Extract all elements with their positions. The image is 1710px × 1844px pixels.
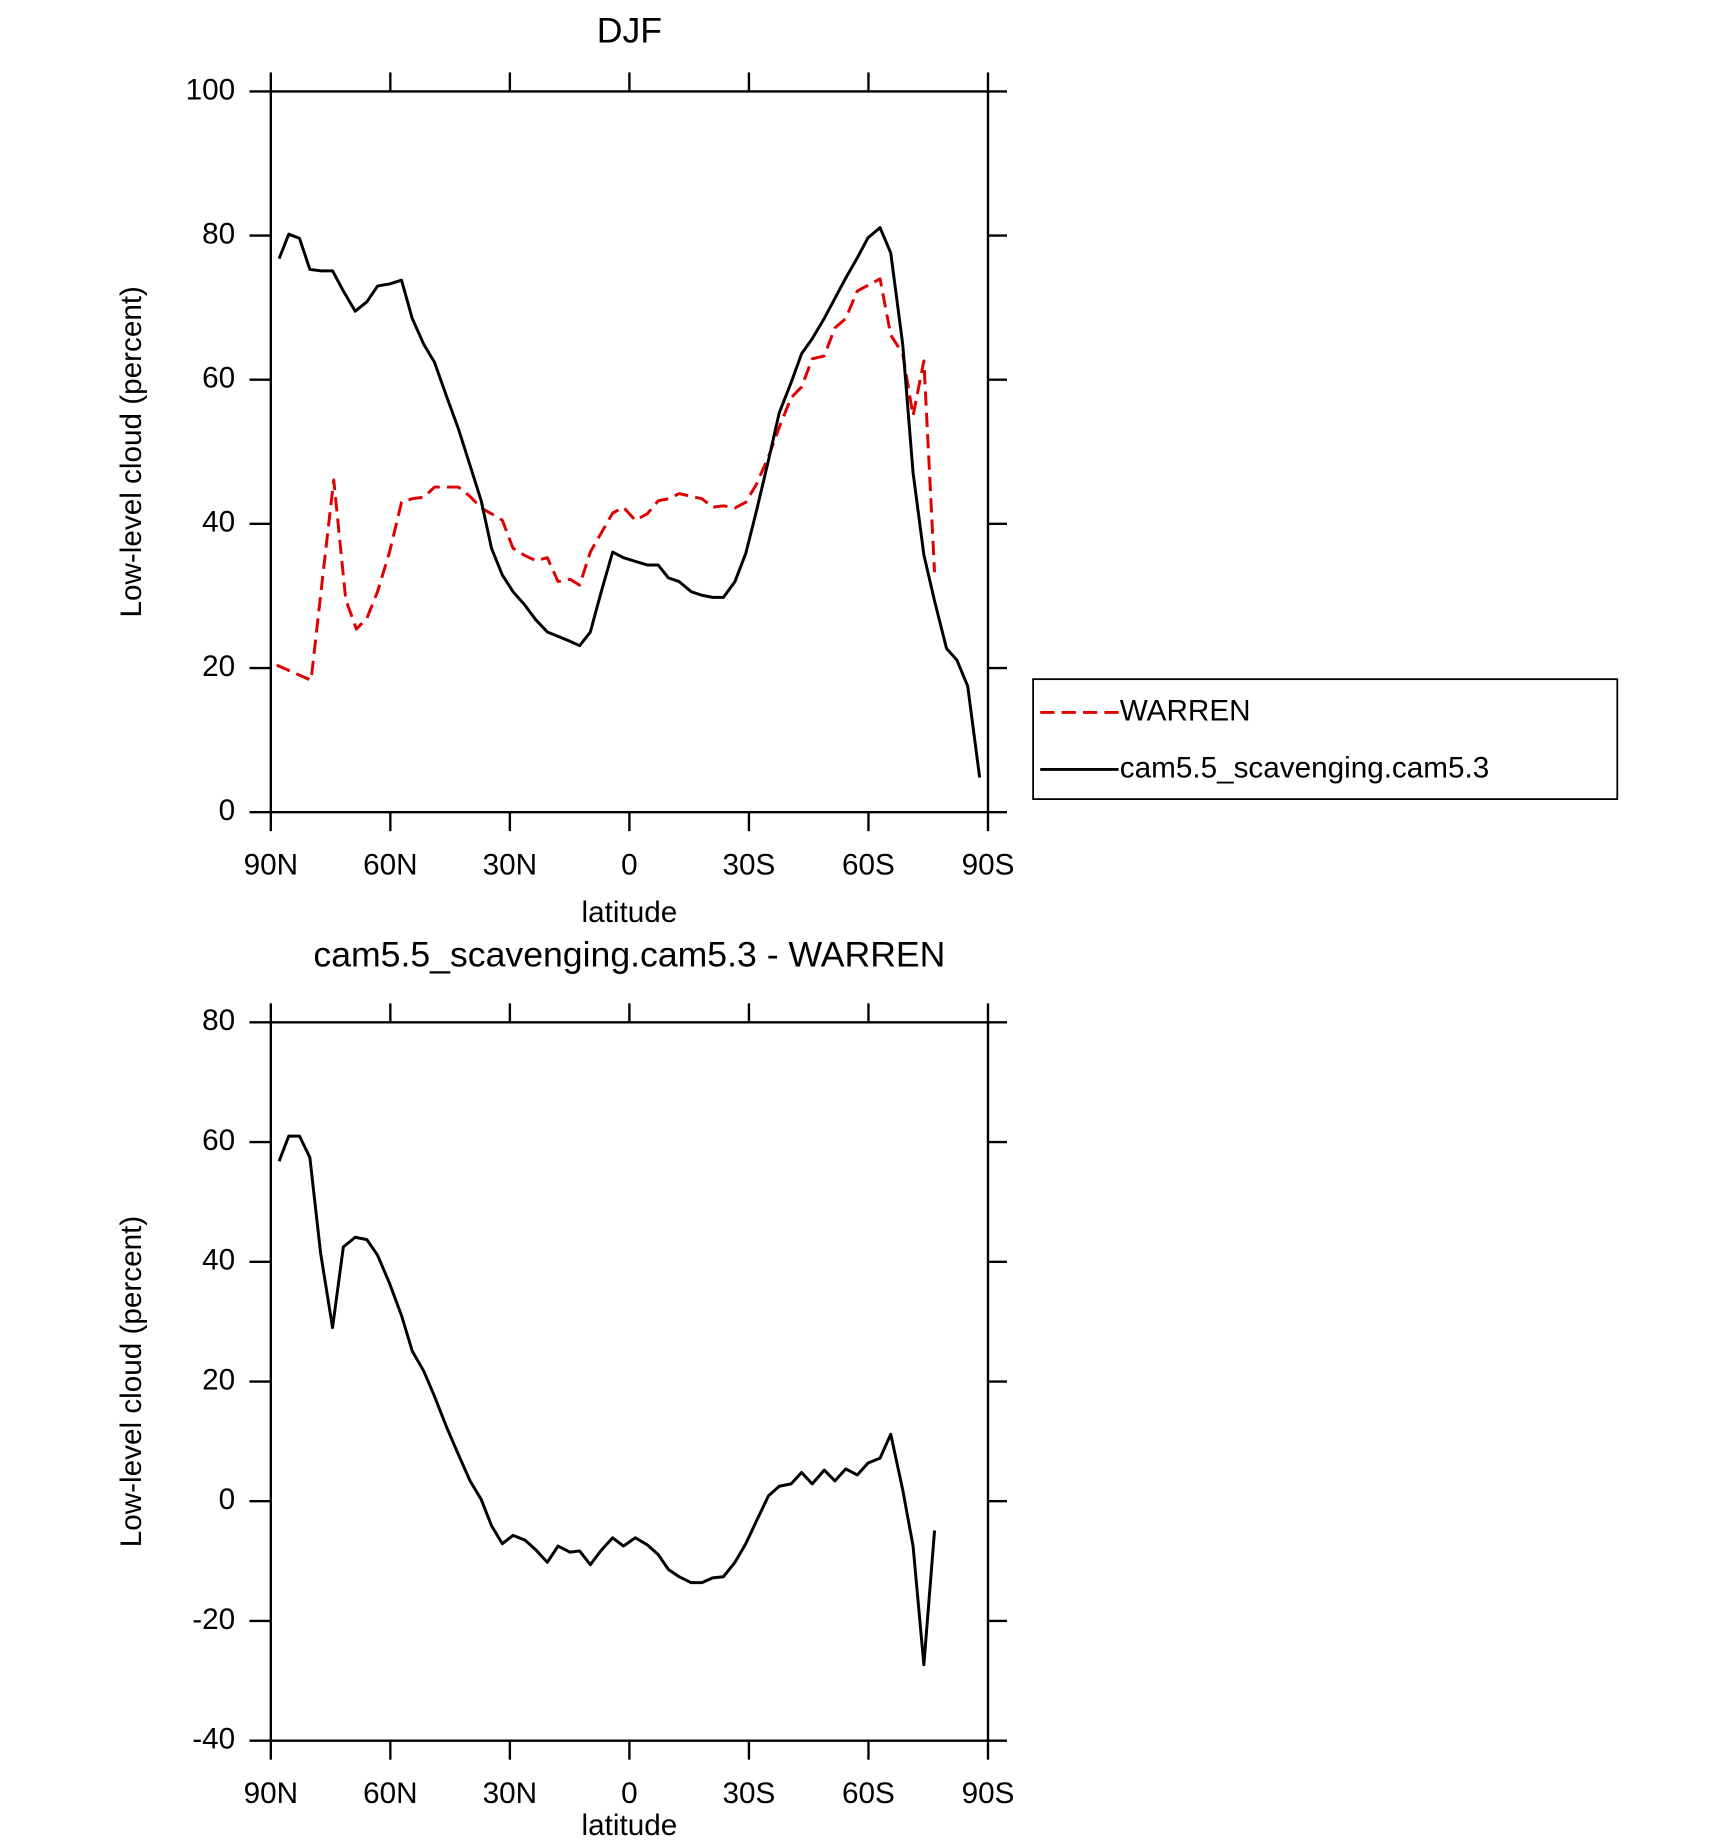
plot-frame xyxy=(269,90,990,814)
y-tick-label: 60 xyxy=(202,362,235,395)
plot-frame xyxy=(269,1021,990,1742)
x-tick-label: 60S xyxy=(842,849,895,882)
data-line xyxy=(276,277,937,682)
y-tick-label: 0 xyxy=(219,794,236,827)
chart-title: cam5.5_scavenging.cam5.3 - WARREN xyxy=(313,934,945,974)
data-line xyxy=(277,1134,937,1667)
y-tick-label: 80 xyxy=(202,217,235,250)
x-tick-label: 60S xyxy=(842,1777,895,1810)
x-tick-label: 30N xyxy=(483,1777,537,1810)
x-tick-label: 60N xyxy=(363,1777,417,1810)
y-tick-label: -40 xyxy=(192,1723,235,1756)
y-tick-label: 40 xyxy=(202,1244,235,1277)
x-tick-label: 0 xyxy=(621,849,638,882)
x-axis-label: latitude xyxy=(582,896,678,929)
x-axis-label: latitude xyxy=(582,1809,678,1842)
y-tick-label: 60 xyxy=(202,1124,235,1157)
chart-title: DJF xyxy=(597,11,662,51)
y-axis-label: Low-level cloud (percent) xyxy=(115,286,148,617)
x-tick-label: 60N xyxy=(363,849,417,882)
x-tick-label: 0 xyxy=(621,1777,638,1810)
y-axis-label: Low-level cloud (percent) xyxy=(115,1216,148,1548)
y-tick-label: 20 xyxy=(202,1363,235,1396)
y-tick-label: 0 xyxy=(219,1483,236,1516)
x-tick-label: 30N xyxy=(483,849,537,882)
legend-label: cam5.5_scavenging.cam5.3 xyxy=(1120,751,1489,784)
x-tick-label: 90N xyxy=(244,1777,298,1810)
y-tick-label: 40 xyxy=(202,506,235,539)
y-tick-label: 80 xyxy=(202,1004,235,1037)
x-tick-label: 90S xyxy=(962,849,1015,882)
x-tick-label: 30S xyxy=(723,849,776,882)
x-tick-label: 90S xyxy=(962,1777,1015,1810)
legend-box xyxy=(1032,678,1619,800)
y-tick-label: 20 xyxy=(202,650,235,683)
y-tick-label: -20 xyxy=(192,1603,235,1636)
legend-label: WARREN xyxy=(1120,694,1251,727)
data-line xyxy=(277,226,982,778)
y-tick-label: 100 xyxy=(186,73,236,106)
x-tick-label: 90N xyxy=(244,849,298,882)
x-tick-label: 30S xyxy=(723,1777,776,1810)
